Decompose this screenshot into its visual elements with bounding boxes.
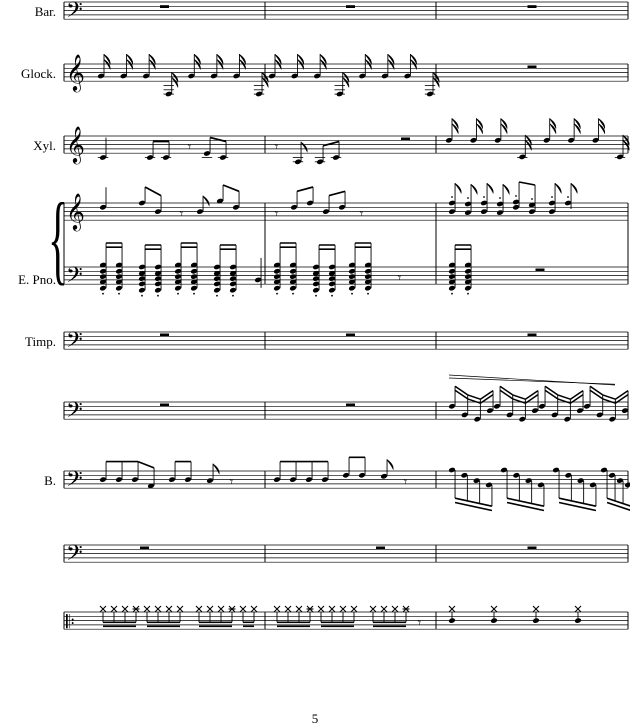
- svg-text:𝄾: 𝄾: [187, 140, 191, 156]
- svg-text:𝄾: 𝄾: [403, 475, 407, 491]
- svg-text:𝄾: 𝄾: [397, 271, 401, 287]
- svg-text:𝄾: 𝄾: [179, 207, 183, 223]
- svg-text:𝄾: 𝄾: [274, 140, 278, 156]
- svg-text:𝄾: 𝄾: [359, 207, 363, 223]
- svg-text:𝄾: 𝄾: [274, 207, 278, 223]
- svg-text:𝄾: 𝄾: [417, 616, 421, 632]
- svg-text:5: 5: [312, 711, 319, 726]
- svg-text:𝄾: 𝄾: [229, 475, 233, 491]
